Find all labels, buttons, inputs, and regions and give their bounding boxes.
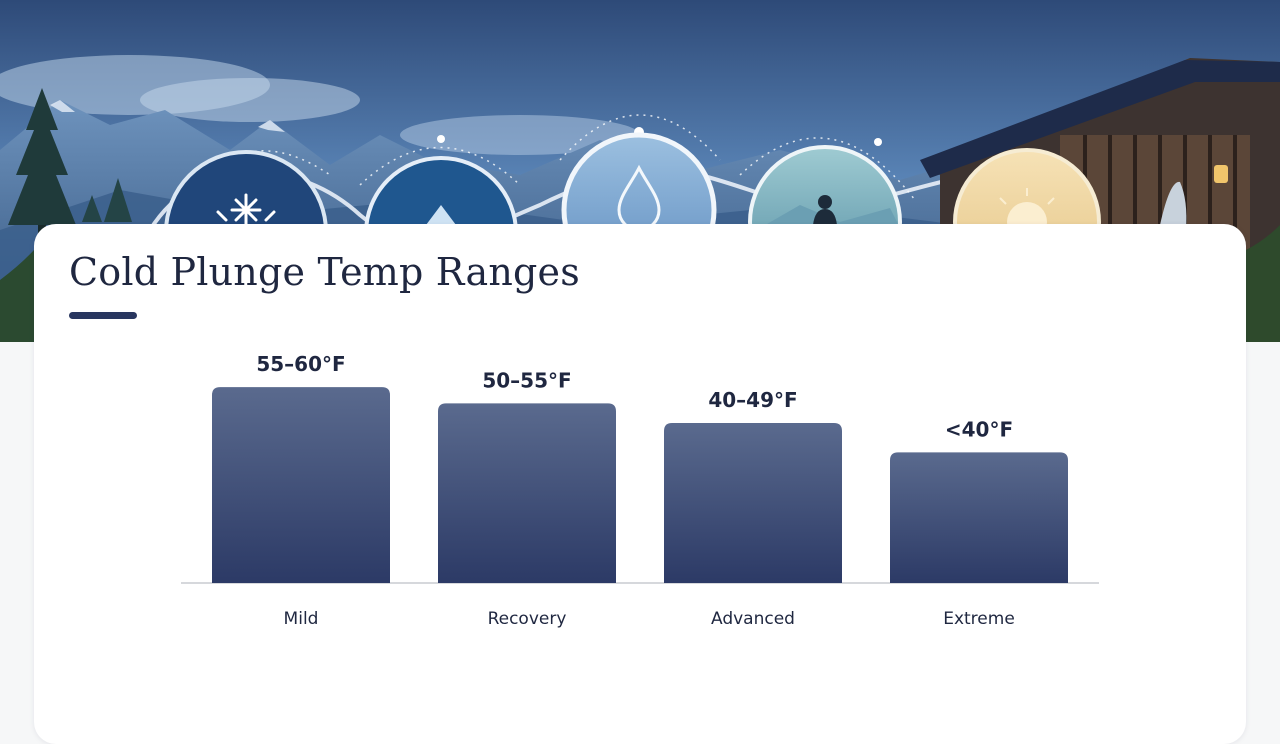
bar-advanced	[664, 422, 842, 583]
bar-chart: 55–60°F Mild 50–55°F Recovery 40–49°F Advance…	[181, 352, 1099, 629]
bar-value-label: 55–60°F	[256, 352, 345, 376]
bar-extreme	[890, 452, 1068, 583]
bar-mild	[212, 387, 390, 583]
category-label: Extreme	[943, 609, 1015, 629]
category-label: Mild	[284, 609, 319, 629]
title-underline	[69, 312, 137, 319]
bar-value-label: 40–49°F	[708, 388, 797, 412]
page-title: Cold Plunge Temp Ranges	[69, 250, 580, 294]
chart-card: Cold Plunge Temp Ranges 55–60°F Mild 50–55…	[34, 224, 1246, 744]
bar-value-label: <40°F	[945, 417, 1013, 441]
category-label: Advanced	[711, 609, 795, 629]
bar-recovery	[438, 403, 616, 583]
bar-value-label: 50–55°F	[482, 368, 571, 392]
category-label: Recovery	[488, 609, 567, 629]
